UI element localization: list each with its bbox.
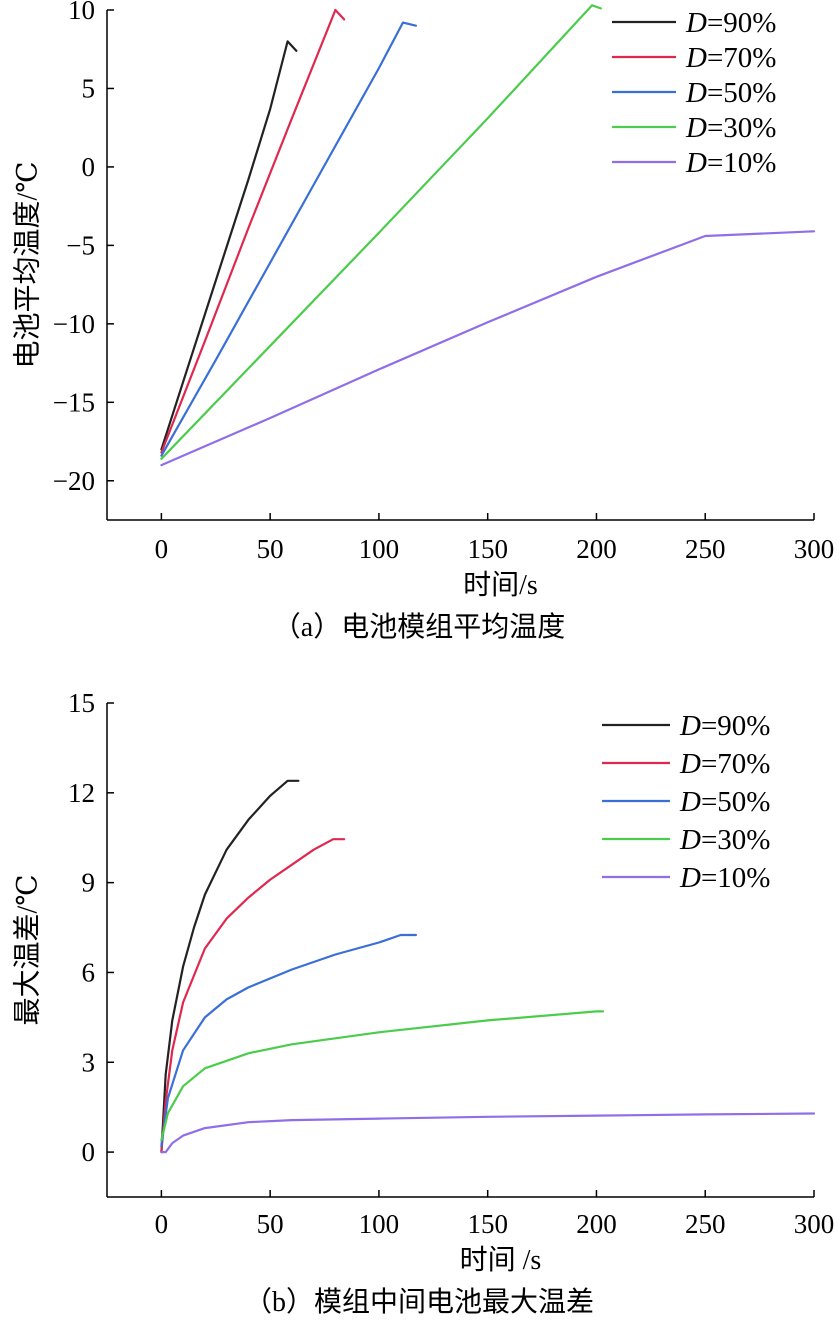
legend-label-value: =90% [701, 710, 771, 742]
legend-label-value: =10% [707, 147, 777, 179]
x-tick-label: 0 [155, 1209, 169, 1239]
legend-label: D=10% [685, 147, 776, 179]
x-tick-label: 200 [576, 534, 617, 564]
series-line-30pct [160, 1010, 605, 1142]
x-tick-label: 100 [359, 534, 400, 564]
legend-label: D=90% [685, 7, 776, 39]
y-tick-label: 6 [82, 957, 96, 987]
legend-label: D=30% [679, 824, 770, 856]
chart-caption: （a）电池模组平均温度 [273, 611, 565, 643]
y-tick-label: −15 [53, 387, 95, 417]
y-tick-label: −20 [53, 466, 95, 496]
series-line-70pct [160, 8, 346, 454]
y-tick-label: 0 [82, 1137, 96, 1167]
legend-label: D=50% [679, 786, 770, 818]
x-tick-label: 250 [685, 1209, 726, 1239]
series-line-70pct [160, 838, 346, 1154]
y-tick-label: 15 [68, 688, 95, 718]
legend-label: D=70% [685, 42, 776, 74]
legend-label: D=30% [685, 112, 776, 144]
legend-label-variable: D [685, 112, 707, 144]
legend-label-value: =50% [707, 77, 777, 109]
x-tick-label: 300 [794, 1209, 835, 1239]
y-tick-label: 0 [82, 152, 96, 182]
legend-label-variable: D [685, 77, 707, 109]
legend-label-variable: D [679, 824, 701, 856]
x-tick-label: 100 [359, 1209, 400, 1239]
series-line-30pct [160, 4, 602, 460]
series-line-10pct [160, 1112, 816, 1154]
chart-b-max-temperature-difference: 0 50 100 150 200 250 300 0 3 6 9 12 15 时间 /s 最大温差/℃ （b）… [11, 688, 834, 1318]
legend-label-value: =70% [701, 748, 771, 780]
series-line-10pct [160, 230, 816, 467]
x-tick-label: 50 [257, 1209, 284, 1239]
chart-a-average-temperature: 0 50 100 150 200 250 300 −20 −15 −10 −5 0 5 10 时间/s 电池平… [11, 0, 834, 643]
legend-label-variable: D [679, 786, 701, 818]
legend-label-variable: D [679, 710, 701, 742]
legend-label-variable: D [685, 42, 707, 74]
legend-label-value: =50% [701, 786, 771, 818]
legend-label-value: =10% [701, 862, 771, 894]
y-tick-label: 12 [68, 778, 95, 808]
y-tick-label: 10 [68, 0, 95, 25]
legend-label-value: =30% [701, 824, 771, 856]
chart-caption: （b）模组中间电池最大温差 [244, 1286, 594, 1318]
x-axis-label: 时间 /s [460, 1244, 542, 1276]
y-tick-label: −10 [53, 309, 95, 339]
x-tick-label: 250 [685, 534, 726, 564]
legend-label: D=70% [679, 748, 770, 780]
legend-label-variable: D [679, 862, 701, 894]
legend-label: D=50% [685, 77, 776, 109]
y-tick-label: 5 [82, 73, 96, 103]
legend-label-variable: D [685, 147, 707, 179]
x-tick-label: 0 [155, 534, 169, 564]
legend-label: D=10% [679, 862, 770, 894]
y-tick-label: 9 [82, 868, 96, 898]
series-line-50pct [160, 933, 417, 1148]
legend-label-variable: D [685, 7, 707, 39]
series-line-90pct [160, 779, 300, 1154]
series-line-50pct [160, 21, 417, 457]
x-tick-label: 200 [576, 1209, 617, 1239]
x-axis-label: 时间/s [463, 569, 538, 601]
y-tick-label: 3 [82, 1047, 96, 1077]
x-tick-label: 50 [257, 534, 284, 564]
x-tick-label: 300 [794, 534, 835, 564]
legend-label-value: =90% [707, 7, 777, 39]
x-tick-label: 150 [467, 534, 508, 564]
legend-label-value: =30% [707, 112, 777, 144]
y-tick-label: −5 [66, 230, 95, 260]
y-axis-label: 最大温差/℃ [11, 874, 43, 1025]
series-line-90pct [160, 40, 298, 451]
legend-label: D=90% [679, 710, 770, 742]
y-axis-label: 电池平均温度/℃ [11, 161, 43, 368]
legend-label-value: =70% [707, 42, 777, 74]
x-tick-label: 150 [467, 1209, 508, 1239]
legend-label-variable: D [679, 748, 701, 780]
